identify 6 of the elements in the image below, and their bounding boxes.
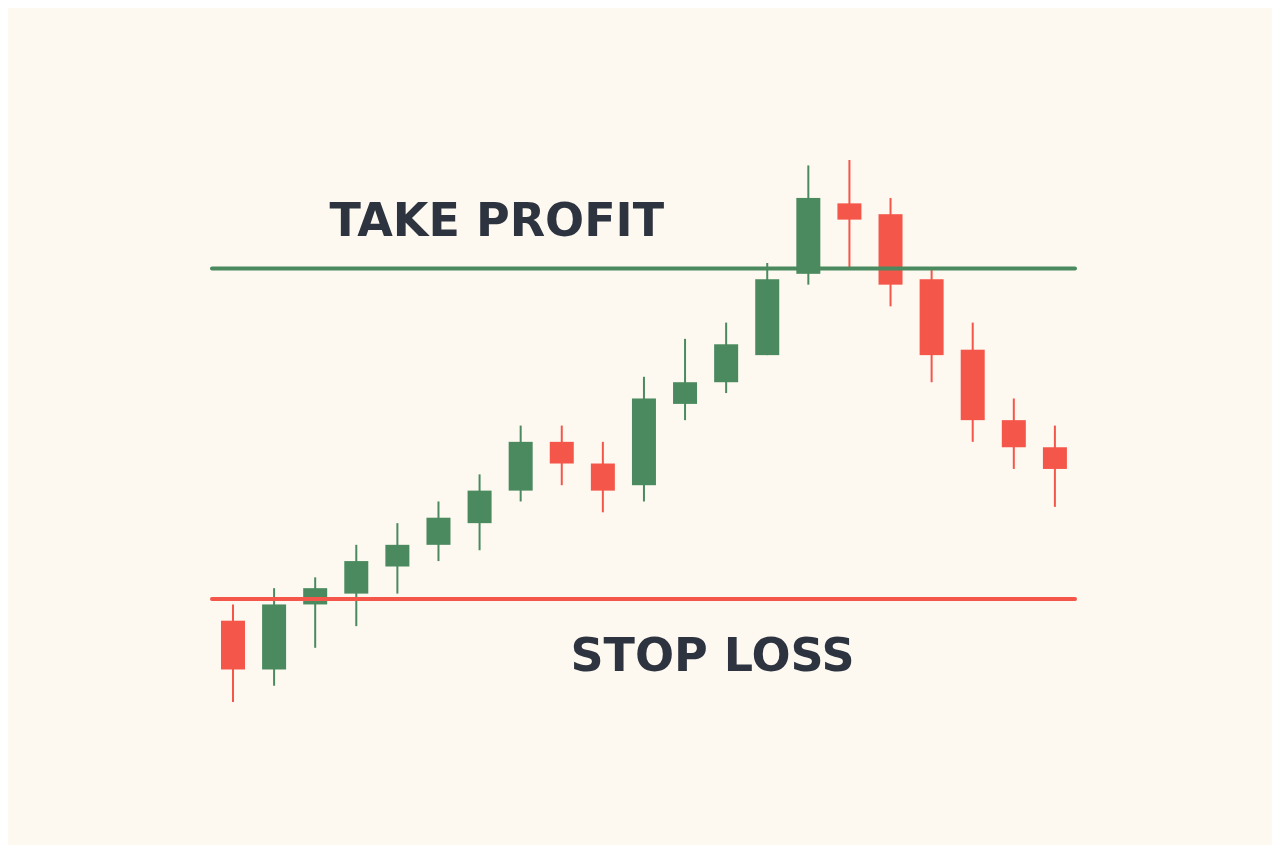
candlestick — [1042, 424, 1067, 508]
candlestick — [673, 337, 698, 422]
candlestick — [385, 522, 410, 595]
ref-line-label: STOP LOSS — [570, 628, 855, 683]
candlestick — [549, 424, 574, 487]
ref-line-label: TAKE PROFIT — [329, 193, 665, 248]
